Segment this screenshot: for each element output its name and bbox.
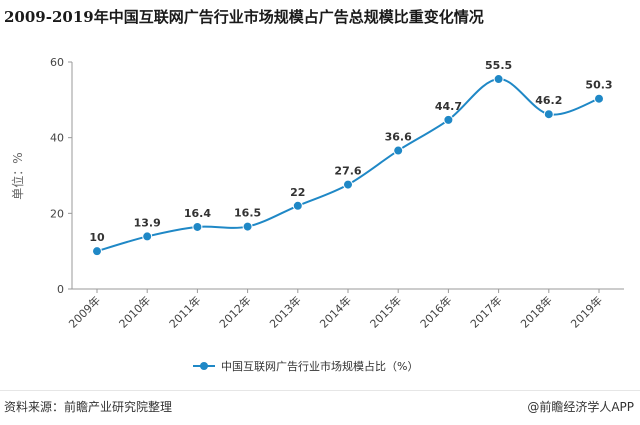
data-label: 16.5	[234, 207, 261, 220]
data-point	[192, 221, 203, 232]
x-tick-label: 2014年	[317, 293, 354, 330]
chart-title: 2009-2019年中国互联网广告行业市场规模占广告总规模比重变化情况	[4, 8, 484, 26]
data-point	[543, 109, 554, 120]
data-point	[92, 246, 102, 257]
x-tick-label: 2012年	[216, 293, 253, 330]
x-tick-label: 2016年	[417, 293, 454, 330]
chart-legend: 中国互联网广告行业市场规模占比（%）	[193, 358, 418, 374]
y-tick-label: 20	[50, 207, 64, 220]
data-label: 22	[290, 186, 305, 199]
data-point	[142, 231, 153, 242]
data-label: 13.9	[134, 216, 161, 229]
x-tick-label: 2019年	[568, 293, 605, 330]
data-point	[594, 93, 604, 104]
legend-marker-icon	[193, 361, 215, 371]
x-tick-label: 2010年	[116, 293, 153, 330]
x-tick-label: 2009年	[66, 293, 103, 330]
data-label: 44.7	[435, 100, 462, 113]
data-point	[393, 145, 404, 156]
y-tick-label: 40	[50, 132, 64, 145]
data-point	[443, 114, 454, 125]
data-point	[242, 221, 253, 232]
legend-label: 中国互联网广告行业市场规模占比（%）	[221, 360, 419, 373]
source-note: 资料来源：前瞻产业研究院整理	[4, 400, 173, 414]
y-tick-label: 0	[57, 283, 64, 296]
data-point	[343, 179, 353, 190]
x-tick-label: 2018年	[517, 293, 554, 330]
data-label: 36.6	[385, 131, 412, 144]
y-axis-label: 单位：%	[10, 152, 25, 199]
footer-divider	[0, 390, 640, 391]
x-tick-label: 2011年	[166, 293, 203, 330]
x-tick-label: 2015年	[367, 293, 404, 330]
data-point	[292, 200, 303, 211]
data-label: 55.5	[485, 59, 512, 72]
data-label: 27.6	[334, 165, 361, 178]
data-label: 46.2	[535, 94, 562, 107]
y-tick-label: 60	[50, 56, 64, 69]
data-label: 50.3	[585, 79, 612, 92]
data-point	[493, 74, 504, 85]
x-tick-label: 2013年	[266, 293, 303, 330]
x-tick-label: 2017年	[467, 293, 504, 330]
brand-credit: @前瞻经济学人APP	[527, 400, 634, 414]
data-label: 16.4	[184, 207, 211, 220]
data-label: 10	[89, 231, 105, 244]
